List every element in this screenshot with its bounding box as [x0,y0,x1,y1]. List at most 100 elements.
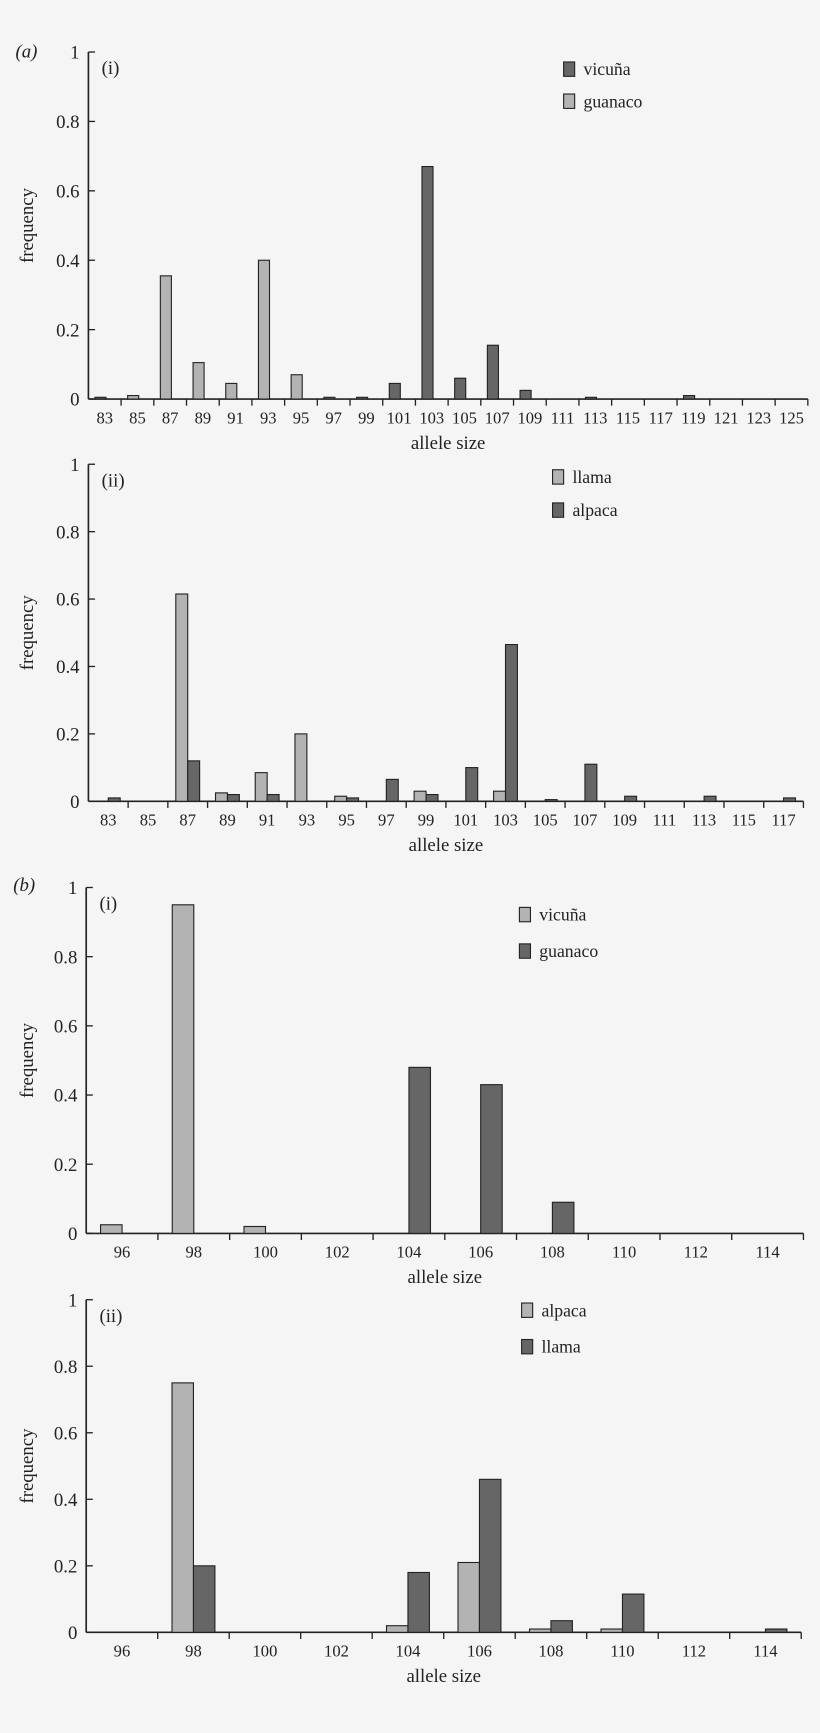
bar-vicuña-98 [171,904,195,1234]
bar-alpaca-103 [504,644,518,802]
x-tick-label: 115 [732,811,756,830]
bar-alpaca-104 [385,1625,409,1633]
y-tick-label: 0.6 [56,590,79,611]
y-tick-label: 0.2 [54,1556,77,1577]
x-tick-label: 95 [338,811,355,830]
bar-guanaco-93 [257,259,271,400]
bar-alpaca-107 [584,763,598,802]
x-tick-label: 100 [253,1243,278,1262]
y-tick-label: 0.4 [54,1490,78,1511]
bar-vicuña-99 [356,396,369,400]
x-tick-label: 114 [753,1642,778,1661]
subpanel-label: (i) [102,58,120,79]
bar-guanaco-95 [290,374,303,400]
bar-alpaca-113 [703,795,717,802]
bar-guanaco-87 [159,275,172,400]
bar-llama-103 [493,790,507,802]
y-tick-label: 1 [70,43,79,64]
y-tick-label: 1 [70,455,79,476]
legend-swatch [563,61,576,77]
bar-alpaca-105 [544,799,558,802]
bar-llama-110 [621,1593,645,1633]
chart-panel-1: 0 0.2 0.4 0.6 0.8 1 83 85 87 89 91 93 95 97 99 101 103 10… [17,43,809,454]
y-axis-label: frequency [17,1428,38,1504]
x-tick-label: 102 [325,1243,350,1262]
x-tick-label: 101 [387,408,412,427]
bar-vicuña-105 [454,377,467,400]
x-tick-label: 112 [682,1642,706,1661]
y-tick-label: 0.8 [54,947,77,968]
bar-vicuña-97 [323,396,336,400]
bar-alpaca-108 [528,1628,552,1633]
y-axis-label: frequency [17,1022,38,1098]
bar-guanaco-108 [551,1201,575,1234]
panel-label-a: (a) [15,42,37,63]
x-tick-label: 112 [684,1243,708,1262]
y-tick-label: 0 [68,1623,77,1644]
chart-panel-3: 0 0.2 0.4 0.6 0.8 1 96 98 100 102 104 106 108 110 112 1… [17,878,805,1288]
legend-swatch [518,943,532,959]
y-tick-label: 0 [70,390,79,411]
bar-alpaca-99 [425,794,439,802]
x-tick-label: 113 [583,408,607,427]
bar-alpaca-117 [783,797,797,802]
x-tick-label: 109 [517,408,542,427]
bar-llama-104 [407,1571,430,1633]
subpanel-label: (ii) [102,470,125,491]
x-tick-label: 106 [467,1642,492,1661]
x-tick-label: 104 [397,1243,423,1262]
legend-swatch [521,1338,534,1355]
x-tick-label: 110 [610,1642,634,1661]
bar-alpaca-89 [226,794,240,802]
x-tick-label: 87 [162,408,179,427]
bar-vicuña-107 [486,344,499,400]
x-tick-label: 101 [453,811,478,830]
x-tick-label: 107 [573,811,598,830]
y-tick-label: 0 [70,792,79,813]
x-tick-label: 111 [551,408,575,427]
y-tick-label: 0.8 [56,112,79,133]
x-axis-label: allele size [408,1267,483,1288]
bar-llama-87 [175,593,189,802]
bar-alpaca-87 [187,760,201,802]
y-axis-label: frequency [17,187,38,263]
x-tick-label: 89 [219,811,236,830]
x-tick-label: 97 [325,408,342,427]
subpanel-label: (i) [99,894,117,915]
y-tick-label: 0 [68,1224,77,1245]
legend-label: alpaca [542,1300,587,1320]
y-tick-label: 0.8 [54,1357,77,1378]
x-tick-label: 110 [612,1243,636,1262]
bar-vicuña-119 [683,395,696,400]
x-axis-label: allele size [409,835,484,856]
legend-label: llama [572,467,611,487]
y-axis-label: frequency [17,595,38,671]
x-tick-label: 103 [419,408,444,427]
y-tick-label: 0.6 [56,181,79,202]
x-tick-label: 105 [452,408,477,427]
x-tick-label: 95 [293,408,310,427]
y-tick-label: 0.4 [56,251,80,272]
y-tick-label: 0.8 [56,522,79,543]
bar-alpaca-98 [171,1382,195,1633]
bar-alpaca-91 [266,794,280,802]
legend-label: vicuña [584,59,631,79]
x-tick-label: 96 [114,1243,131,1262]
x-tick-label: 91 [227,408,244,427]
bar-vicuña-109 [519,389,532,400]
bar-vicuña-113 [584,396,598,400]
panel-label-b: (b) [13,875,35,896]
chart-panel-2: 0 0.2 0.4 0.6 0.8 1 83 85 87 89 91 93 95 97 99 101 103 10… [17,455,805,856]
y-tick-label: 0.2 [56,725,79,746]
y-tick-label: 0.4 [56,657,80,678]
bar-vicuña-96 [99,1224,123,1234]
chart-panel-4: 0 0.2 0.4 0.6 0.8 1 96 98 100 102 104 106 108 110 112 1… [17,1290,802,1687]
bar-alpaca-83 [107,797,121,802]
x-tick-label: 105 [533,811,558,830]
bar-llama-99 [413,790,427,802]
bar-guanaco-85 [127,395,140,400]
x-tick-label: 117 [771,811,795,830]
x-tick-label: 119 [681,408,705,427]
x-tick-label: 103 [493,811,518,830]
